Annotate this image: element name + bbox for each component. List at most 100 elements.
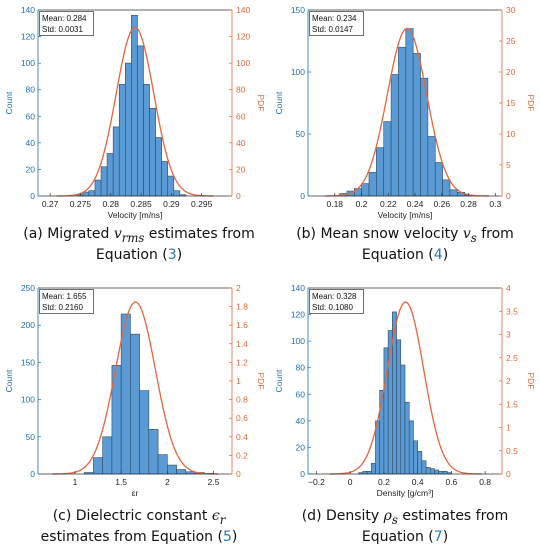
y2-tick-label: 20 [236,164,246,174]
y2-tick-label: 1 [506,423,511,433]
histogram-bar [425,467,431,475]
caption-c: (c) Dielectric constant ϵr estimates fro… [10,508,268,546]
x-tick-label: 0.27 [42,199,59,209]
y-tick-label: 50 [26,432,36,442]
x-tick-label: 0.28 [460,199,477,209]
histogram-bar [120,313,131,475]
histogram-bar [112,126,120,197]
y2-tick-label: 4 [506,283,511,293]
caption-subscript: s [470,230,477,245]
y-tick-label: 80 [26,85,36,95]
stats-box [39,11,94,36]
histogram-bar [167,464,177,475]
histogram-bar [427,136,436,197]
stats-mean: Mean: 0.234 [312,14,357,23]
y-tick-label: 0 [30,469,35,479]
y2-tick-label: 80 [236,85,246,95]
caption-text: estimates from [397,508,509,524]
equation-ref-link[interactable]: 4 [433,246,443,263]
histogram-bar [390,74,399,197]
x-axis-label: εr [132,488,139,498]
y2-tick-label: 1.5 [506,399,518,409]
y-tick-label: 250 [21,283,35,293]
y2-axis-label: PDF [256,373,266,390]
y-tick-label: 80 [296,363,306,373]
x-tick-label: 0.2 [356,199,368,209]
y-tick-label: 20 [296,442,306,452]
x-tick-label: 0.8 [479,477,491,487]
y2-tick-label: 1.4 [236,339,248,349]
histogram-bar [400,364,406,475]
y-axis-label: Count [4,369,14,392]
y2-tick-label: 3 [506,330,511,340]
y2-tick-label: 1 [236,376,241,386]
histogram-bar [398,46,407,197]
x-tick-label: 0.28 [102,199,119,209]
histogram-bar [93,457,103,475]
equation-ref-link[interactable]: 3 [167,246,177,263]
y-tick-label: 150 [21,357,35,367]
histogram-bar [404,401,410,475]
y2-tick-label: 0 [236,469,241,479]
stats-std: Std: 0.0147 [312,25,353,34]
y2-tick-label: 10 [506,129,516,139]
x-tick-label: 0.22 [380,199,397,209]
y-tick-label: 60 [296,389,306,399]
y-tick-label: 150 [291,5,305,15]
histogram-bar [421,460,427,475]
x-tick-label: 0.29 [163,199,180,209]
histogram-bar [434,162,443,197]
histogram-bar [413,440,418,475]
y-axis-label: Count [274,91,284,114]
histogram-bar [173,190,181,197]
y-tick-label: 40 [296,416,306,426]
histogram-panel-c: 1 1.5 2 2.5 0 50 100 150 200 250 0 0.2 0.4 0.6 0.8 1 1.2… [0,278,270,550]
y-tick-label: 40 [26,138,36,148]
histogram-bar [408,420,414,475]
y2-tick-label: 60 [236,111,246,121]
equation-ref-link[interactable]: 5 [222,528,232,545]
histogram-bar [88,190,96,197]
caption-subscript: rms [121,230,145,245]
y2-axis-label: PDF [526,373,536,390]
histogram-bar [100,166,108,197]
y2-axis-label: PDF [526,95,536,112]
x-axis-label: Velocity [m/ns] [378,210,433,220]
y2-tick-label: 1.8 [236,302,248,312]
y2-tick-label: 0 [236,191,241,201]
y-tick-label: 50 [296,129,306,139]
histogram-bar [361,183,370,197]
histogram-bar [376,147,385,197]
y-tick-label: 100 [291,67,305,77]
equation-ref-link[interactable]: 7 [433,528,443,545]
stats-mean: Mean: 0.284 [42,14,87,23]
histogram-bar [161,161,169,197]
histogram-bar [137,45,144,197]
y-tick-label: 120 [291,310,305,320]
y-tick-label: 100 [21,58,35,68]
caption-b: (b) Mean snow velocity vs from Equation … [274,226,536,264]
stats-std: Std: 0.1080 [312,303,353,312]
caption-text: from [476,226,514,242]
stats-box [309,289,364,314]
x-tick-label: 2 [165,477,170,487]
y2-tick-label: 40 [236,138,246,148]
y2-tick-label: 0.8 [236,395,248,405]
stats-box [309,11,364,36]
caption-symbol: v [113,226,122,242]
caption-text: (a) Migrated [23,226,114,242]
histogram-bar [118,84,126,197]
y-tick-label: 140 [21,5,35,15]
caption-text: (d) Density [301,508,384,524]
histogram-bar [430,468,435,475]
histogram-bar [412,53,421,197]
x-tick-label: 1 [73,477,78,487]
histogram-bar [139,390,150,475]
stats-mean: Mean: 1.655 [42,292,87,301]
caption-subscript: s [391,512,398,527]
x-axis-label: Velocity [m/ns] [108,210,163,220]
pdf-curve [52,301,219,475]
histogram-panel-b: 0.18 0.2 0.22 0.24 0.26 0.28 0.3 0 50 100 150 0 5 10 1… [270,0,540,275]
histogram-bar [368,172,377,197]
x-tick-label: 0.4 [412,477,424,487]
